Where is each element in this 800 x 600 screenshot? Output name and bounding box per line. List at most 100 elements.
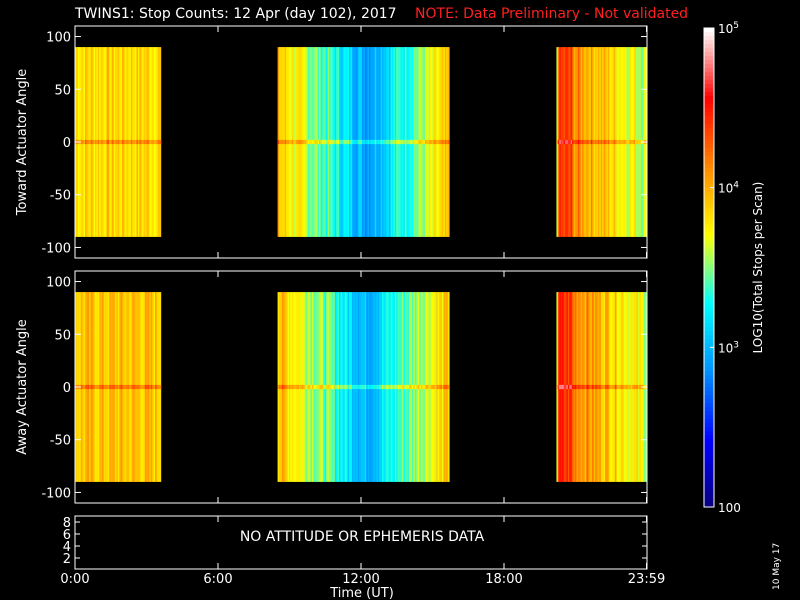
heatmap-cell [556,384,559,390]
heatmap-cell [442,384,444,390]
colorbar-cell [704,335,714,340]
colorbar-frame [703,27,715,508]
colorbar-cell [704,191,714,197]
heatmap-cell [340,384,343,390]
colorbar: 105 104 103 100 LOG10(Total Stops per Scan) [703,21,765,515]
heatmap-cell [310,139,313,145]
heatmap-cell [615,139,617,145]
heatmap-cell [304,139,307,145]
heatmap-cell [429,384,431,390]
heatmap-cell [103,384,106,390]
heatmap-cell [429,139,431,145]
heatmap-cell [390,384,393,390]
colorbar-cell [704,267,714,273]
heatmap-cell [637,139,640,145]
heatmap-cell [102,384,104,390]
heatmap-cell [289,384,291,390]
heatmap-panel-1: 100 50 0 -50 -100 Toward Actuator Angle [15,25,648,259]
heatmap-cell [575,139,577,145]
heatmap-cell [112,384,115,390]
heatmap-cell [153,139,156,145]
heatmap-cell [326,384,329,390]
heatmap-cell [440,139,443,145]
heatmap-cell [307,384,310,390]
heatmap-cell [115,384,117,390]
heatmap-cell [566,139,569,145]
heatmap-cell [424,139,427,145]
heatmap-cell [139,384,142,390]
heatmap-cell [329,384,331,390]
heatmap-cell [93,139,96,145]
y-tick-label: 50 [54,328,71,343]
colorbar-cell [704,91,714,97]
heatmap-cell [353,384,356,390]
heatmap-cell [330,384,333,390]
heatmap-cell [122,139,125,145]
colorbar-cell [704,443,714,448]
heatmap-cell [612,139,615,145]
heatmap-cell [437,139,440,145]
colorbar-cell [704,211,714,217]
heatmap-cell [82,384,84,390]
colorbar-cell [704,283,714,289]
colorbar-cell [704,315,714,320]
heatmap-cell [572,384,574,390]
heatmap-cell [424,384,427,390]
heatmap-cell [281,139,284,145]
heatmap-cell [324,139,327,145]
heatmap-cell [311,384,314,390]
heatmap-cell [589,139,592,145]
heatmap-cell [361,139,364,145]
heatmap-cell [637,384,640,390]
heatmap-cell [287,384,290,390]
colorbar-cell [704,323,714,328]
heatmap-cell [132,384,135,390]
heatmap-cell [150,139,153,145]
heatmap-cell [623,139,626,145]
heatmap-cell [635,384,637,390]
heatmap-cell [109,384,112,390]
heatmap-cell [597,139,600,145]
heatmap-cell [330,139,333,145]
heatmap-cell [556,139,559,145]
heatmap-cell [580,139,583,145]
heatmap-cell [384,384,387,390]
heatmap-cell [354,139,357,145]
colorbar-cell [704,311,714,316]
heatmap-cell [149,139,152,145]
colorbar-cell [704,419,714,424]
heatmap-cell [359,384,361,390]
heatmap-cell [636,139,639,145]
heatmap-cell [447,384,450,390]
heatmap-cell [610,384,613,390]
heatmap-cell [627,139,630,145]
heatmap-cell [623,384,626,390]
heatmap-cell [323,384,326,390]
colorbar-cell [704,299,714,305]
colorbar-cell [704,75,714,81]
heatmap-cell [609,139,612,145]
heatmap-cell [343,139,346,145]
heatmap-cell [427,139,430,145]
heatmap-cell [87,384,90,390]
heatmap-cell [619,139,622,145]
heatmap-cell [379,384,381,390]
heatmap-cell [107,139,110,145]
heatmap-cell [306,139,309,145]
heatmap-cell [436,384,439,390]
heatmap-cell [344,139,347,145]
heatmap-cell [606,384,609,390]
heatmap-cell [95,139,97,145]
heatmap-cell [346,139,349,145]
heatmap-cell [585,139,587,145]
heatmap-cell [560,139,563,145]
heatmap-cell [622,139,625,145]
heatmap-cell [363,384,366,390]
heatmap-cell [289,139,291,145]
heatmap-cell [589,384,592,390]
heatmap-cell [582,139,585,145]
heatmap-cell [333,384,336,390]
heatmap-cell [620,384,623,390]
heatmap-cell [577,384,580,390]
heatmap-cell [432,384,434,390]
